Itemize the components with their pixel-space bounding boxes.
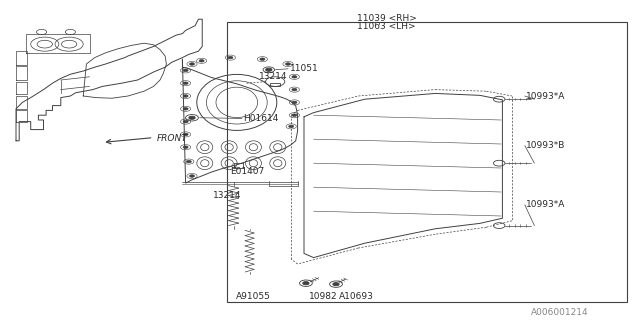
Circle shape — [292, 101, 297, 104]
Circle shape — [189, 116, 195, 119]
Text: 11051: 11051 — [290, 64, 319, 73]
Text: E01407: E01407 — [230, 167, 265, 176]
Circle shape — [292, 114, 297, 116]
Circle shape — [285, 63, 291, 65]
Circle shape — [292, 76, 297, 78]
Bar — [227, 22, 627, 302]
Circle shape — [183, 146, 188, 148]
Text: A91055: A91055 — [236, 292, 270, 301]
Text: H01614: H01614 — [243, 114, 278, 123]
Text: 13214: 13214 — [212, 191, 241, 200]
Circle shape — [289, 125, 294, 128]
Circle shape — [183, 82, 188, 84]
Bar — [270, 83, 280, 86]
Text: A006001214: A006001214 — [531, 308, 589, 317]
Circle shape — [183, 108, 188, 110]
Circle shape — [183, 133, 188, 136]
Text: 10993*A: 10993*A — [526, 200, 566, 209]
Circle shape — [333, 283, 339, 286]
Circle shape — [292, 88, 297, 91]
Circle shape — [266, 68, 272, 71]
Circle shape — [228, 56, 233, 59]
Text: FRONT: FRONT — [157, 134, 188, 143]
Circle shape — [199, 60, 204, 62]
Text: 10993*B: 10993*B — [526, 141, 566, 150]
Circle shape — [189, 175, 195, 177]
Text: 10982: 10982 — [309, 292, 338, 301]
Text: 11063 <LH>: 11063 <LH> — [357, 22, 416, 31]
Circle shape — [189, 63, 195, 65]
Circle shape — [260, 58, 265, 60]
Circle shape — [303, 282, 309, 285]
Text: 11039 <RH>: 11039 <RH> — [357, 14, 417, 23]
Text: 10993*A: 10993*A — [526, 92, 566, 100]
Circle shape — [183, 120, 188, 123]
Text: 13214: 13214 — [259, 72, 288, 81]
Circle shape — [183, 95, 188, 97]
Text: A10693: A10693 — [339, 292, 374, 301]
Circle shape — [186, 160, 191, 163]
Circle shape — [183, 69, 188, 72]
